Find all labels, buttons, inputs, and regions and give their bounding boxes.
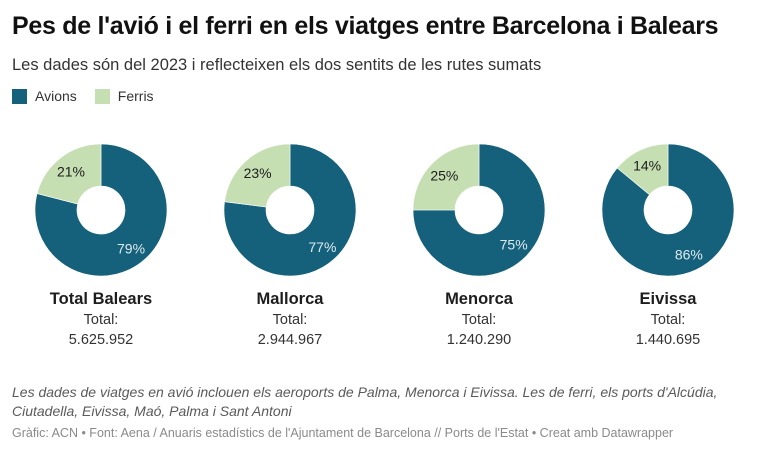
chart-note: Les dades de viatges en avió inclouen el… xyxy=(12,384,718,419)
legend: Avions Ferris xyxy=(12,88,172,104)
donut-panel-eivissa: 86% 14% Eivissa Total: 1.440.695 xyxy=(578,140,758,349)
donut-slice-ferris xyxy=(36,143,102,205)
donut-chart: 79% 21% xyxy=(34,143,168,277)
total-label: Total: xyxy=(272,312,308,328)
donut-title: Mallorca xyxy=(256,290,324,308)
donut-panel-menorca: 75% 25% Menorca Total: 1.240.290 xyxy=(389,140,569,349)
donut-slice-avions xyxy=(601,143,735,277)
donut-slice-avions xyxy=(34,143,168,277)
donut-slice-avions xyxy=(412,143,546,277)
legend-item-ferris: Ferris xyxy=(94,88,154,104)
legend-label-ferris: Ferris xyxy=(117,88,154,104)
donut-slice-ferris xyxy=(616,143,669,196)
donut-chart: 77% 23% xyxy=(223,143,357,277)
donut-chart: 75% 25% xyxy=(412,143,546,277)
chart-title: Pes de l'avió i el ferri en els viatges … xyxy=(12,12,719,40)
donut-label-avions: 79% xyxy=(117,241,145,257)
donut-title: Total Balears xyxy=(49,290,153,308)
total-value: 5.625.952 xyxy=(68,332,134,348)
legend-item-avions: Avions xyxy=(12,88,77,104)
donut-panel-mallorca: 77% 23% Mallorca Total: 2.944.967 xyxy=(200,140,380,349)
chart-subtitle: Les dades són del 2023 i reflecteixen el… xyxy=(12,56,542,74)
donut-label-avions: 75% xyxy=(500,237,528,253)
donut-label-ferris: 14% xyxy=(633,158,661,174)
donut-panel-total-balears: 79% 21% Total Balears Total: 5.625.952 xyxy=(11,140,191,349)
total-label: Total: xyxy=(650,312,686,328)
donut-slice-ferris xyxy=(224,143,291,208)
donut-slice-ferris xyxy=(412,143,480,211)
legend-swatch-ferris xyxy=(94,88,110,104)
donut-label-avions: 77% xyxy=(308,239,336,255)
donut-label-ferris: 23% xyxy=(244,165,272,181)
donut-slice-avions xyxy=(223,143,357,277)
legend-label-avions: Avions xyxy=(35,88,77,104)
donut-chart: 86% 14% xyxy=(601,143,735,277)
donut-label-ferris: 21% xyxy=(57,163,85,179)
total-value: 1.240.290 xyxy=(446,332,512,348)
chart-source: Gràfic: ACN • Font: Aena / Anuaris estad… xyxy=(12,426,674,440)
donut-label-avions: 86% xyxy=(675,246,703,262)
donut-title: Eivissa xyxy=(639,290,697,308)
donut-title: Menorca xyxy=(445,290,513,308)
legend-swatch-avions xyxy=(12,88,27,104)
total-label: Total: xyxy=(83,312,119,328)
total-value: 2.944.967 xyxy=(257,332,323,348)
total-value: 1.440.695 xyxy=(635,332,701,348)
total-label: Total: xyxy=(461,312,497,328)
donut-label-ferris: 25% xyxy=(430,167,458,183)
